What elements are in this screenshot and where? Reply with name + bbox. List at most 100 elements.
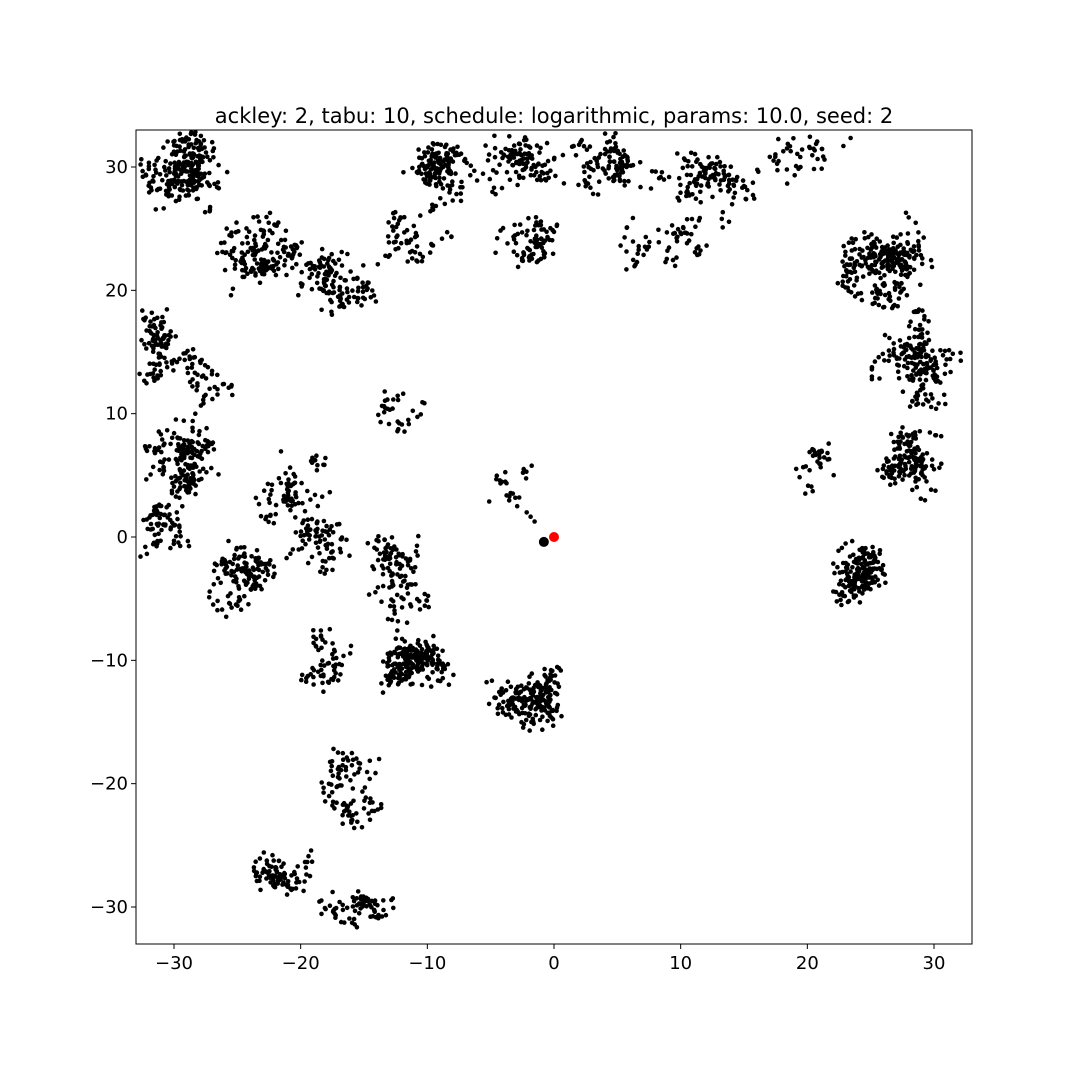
trajectory-point [308, 497, 313, 502]
trajectory-point [374, 547, 380, 552]
trajectory-point [509, 147, 515, 153]
trajectory-point [327, 626, 333, 632]
trajectory-point [886, 464, 891, 470]
trajectory-point [190, 361, 195, 367]
trajectory-point [192, 461, 197, 467]
trajectory-point [196, 172, 201, 177]
trajectory-point [362, 296, 368, 302]
trajectory-point [164, 307, 170, 312]
trajectory-point [187, 440, 192, 446]
trajectory-point [880, 474, 885, 480]
trajectory-point [719, 216, 725, 222]
trajectory-point [431, 643, 437, 649]
trajectory-point [198, 133, 204, 139]
trajectory-point [301, 532, 307, 538]
trajectory-point [160, 472, 166, 477]
trajectory-point [397, 645, 403, 651]
trajectory-point [545, 158, 551, 164]
trajectory-point [173, 417, 179, 422]
trajectory-point [877, 239, 883, 244]
trajectory-point [309, 271, 315, 277]
trajectory-point [177, 480, 183, 486]
trajectory-point [396, 680, 402, 686]
trajectory-point [379, 681, 384, 686]
trajectory-point [222, 568, 227, 573]
trajectory-point [822, 157, 827, 162]
trajectory-point [206, 595, 212, 600]
trajectory-point [366, 592, 372, 597]
trajectory-point [905, 374, 910, 379]
trajectory-point [323, 640, 328, 645]
trajectory-point [163, 158, 168, 164]
trajectory-point [342, 920, 347, 925]
trajectory-point [826, 441, 831, 446]
trajectory-point [553, 173, 558, 179]
trajectory-point [524, 685, 530, 691]
trajectory-point [582, 169, 587, 175]
trajectory-point [219, 607, 225, 612]
trajectory-point [303, 679, 309, 684]
trajectory-point [205, 449, 211, 455]
trajectory-point [370, 564, 375, 569]
trajectory-point [840, 569, 845, 575]
trajectory-point [414, 244, 420, 249]
trajectory-point [454, 191, 459, 197]
trajectory-point [188, 486, 193, 491]
trajectory-point [583, 183, 588, 189]
trajectory-point [394, 592, 400, 598]
trajectory-point [346, 294, 352, 300]
trajectory-point [327, 759, 333, 765]
trajectory-point [147, 361, 152, 367]
trajectory-point [891, 240, 896, 246]
trajectory-point [182, 164, 187, 170]
trajectory-point [852, 574, 857, 580]
trajectory-point [175, 489, 180, 494]
trajectory-point [350, 895, 356, 900]
trajectory-point [494, 476, 499, 482]
trajectory-point [144, 551, 150, 557]
trajectory-point [296, 547, 302, 552]
trajectory-point [349, 820, 354, 825]
trajectory-point [271, 520, 277, 526]
trajectory-point [882, 245, 888, 250]
trajectory-point [331, 746, 336, 752]
trajectory-point [922, 340, 928, 345]
trajectory-point [529, 671, 535, 676]
trajectory-point [261, 228, 267, 234]
trajectory-point [322, 462, 327, 468]
trajectory-point [529, 167, 534, 172]
trajectory-point [321, 663, 327, 668]
trajectory-point [386, 421, 392, 427]
trajectory-point [896, 376, 902, 381]
trajectory-point [670, 257, 676, 263]
trajectory-point [399, 636, 405, 642]
trajectory-point [528, 155, 534, 161]
trajectory-point [863, 257, 868, 263]
trajectory-point [251, 865, 257, 870]
trajectory-point [180, 188, 186, 193]
trajectory-point [177, 495, 182, 501]
trajectory-point [344, 286, 350, 291]
trajectory-point [429, 656, 435, 662]
trajectory-point [520, 725, 526, 730]
trajectory-point [624, 267, 629, 272]
trajectory-point [178, 456, 184, 462]
trajectory-point [325, 679, 331, 685]
trajectory-point [399, 422, 405, 427]
trajectory-point [164, 360, 169, 365]
trajectory-point [261, 488, 267, 494]
trajectory-point [428, 684, 434, 689]
trajectory-point [407, 582, 413, 587]
trajectory-point [533, 215, 539, 220]
trajectory-point [922, 317, 927, 322]
trajectory-point [157, 362, 162, 368]
trajectory-point [607, 139, 613, 144]
trajectory-point [414, 543, 420, 549]
trajectory-point [321, 256, 327, 262]
trajectory-point [547, 705, 552, 710]
trajectory-point [152, 378, 157, 384]
trajectory-point [675, 226, 681, 232]
trajectory-point [360, 289, 366, 295]
trajectory-point [847, 588, 853, 594]
trajectory-point [355, 770, 361, 775]
